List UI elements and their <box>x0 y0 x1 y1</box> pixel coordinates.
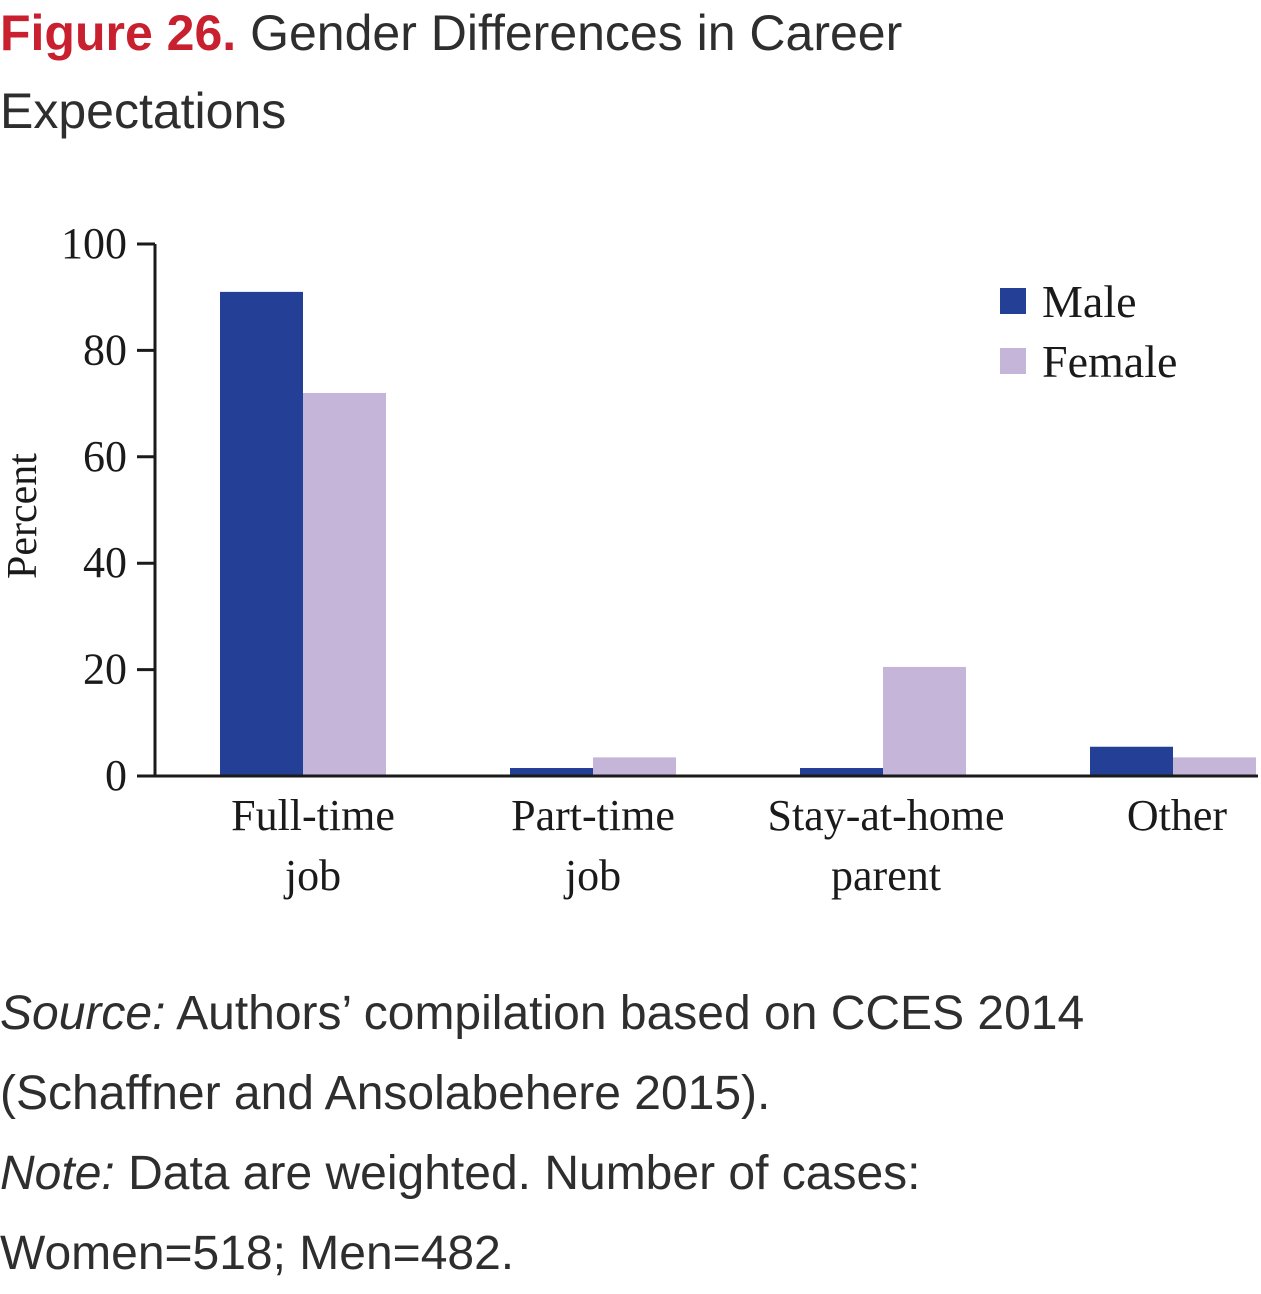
data-note: Note: Data are weighted. Number of cases… <box>0 1134 1200 1294</box>
y-tick-label-60: 60 <box>83 432 127 481</box>
figure-caption: Source: Authors’ compilation based on CC… <box>0 974 1200 1294</box>
bar-female-3 <box>883 666 966 776</box>
x-tick-label-2-line-2: job <box>563 851 621 900</box>
legend-label-female: Female <box>1042 336 1177 387</box>
y-axis-title: Percent <box>0 453 46 579</box>
bar-female-1 <box>303 392 386 776</box>
y-tick-label-0: 0 <box>105 751 127 800</box>
x-tick-label-3-line-1: Stay-at-home <box>767 791 1004 840</box>
y-tick-label-100: 100 <box>61 219 127 268</box>
note-label: Note: <box>0 1147 115 1200</box>
x-tick-label-1-line-1: Full-time <box>231 791 395 840</box>
bar-chart: 0 20 40 60 80 100 Percent Full-time job Part-time… <box>0 219 1258 900</box>
x-tick-label-3-line-2: parent <box>831 851 941 900</box>
bar-female-4 <box>1173 757 1256 776</box>
x-tick-label-2-line-1: Part-time <box>511 791 675 840</box>
y-tick-label-20: 20 <box>83 645 127 694</box>
figure-title: Figure 26. Gender Differences in Career … <box>0 0 1060 150</box>
x-tick-label-4-line-1: Other <box>1127 791 1228 840</box>
figure-title-text: Gender Differences in Career Expectation… <box>0 5 903 139</box>
legend-label-male: Male <box>1042 276 1137 327</box>
source-note: Source: Authors’ compilation based on CC… <box>0 974 1200 1134</box>
figure-label: Figure 26. <box>0 5 237 61</box>
bar-male-1 <box>220 291 303 776</box>
bar-male-2 <box>510 768 593 776</box>
legend-swatch-female <box>1000 348 1026 374</box>
y-tick-label-80: 80 <box>83 325 127 374</box>
source-text: Authors’ compilation based on CCES 2014 … <box>0 987 1085 1120</box>
y-tick-label-40: 40 <box>83 538 127 587</box>
note-text: Data are weighted. Number of cases: Wome… <box>0 1147 921 1280</box>
bar-female-2 <box>593 757 676 776</box>
x-tick-label-1-line-2: job <box>283 851 341 900</box>
bar-male-4 <box>1090 746 1173 776</box>
legend-swatch-male <box>1000 288 1026 314</box>
bar-male-3 <box>800 768 883 776</box>
source-label: Source: <box>0 987 166 1040</box>
